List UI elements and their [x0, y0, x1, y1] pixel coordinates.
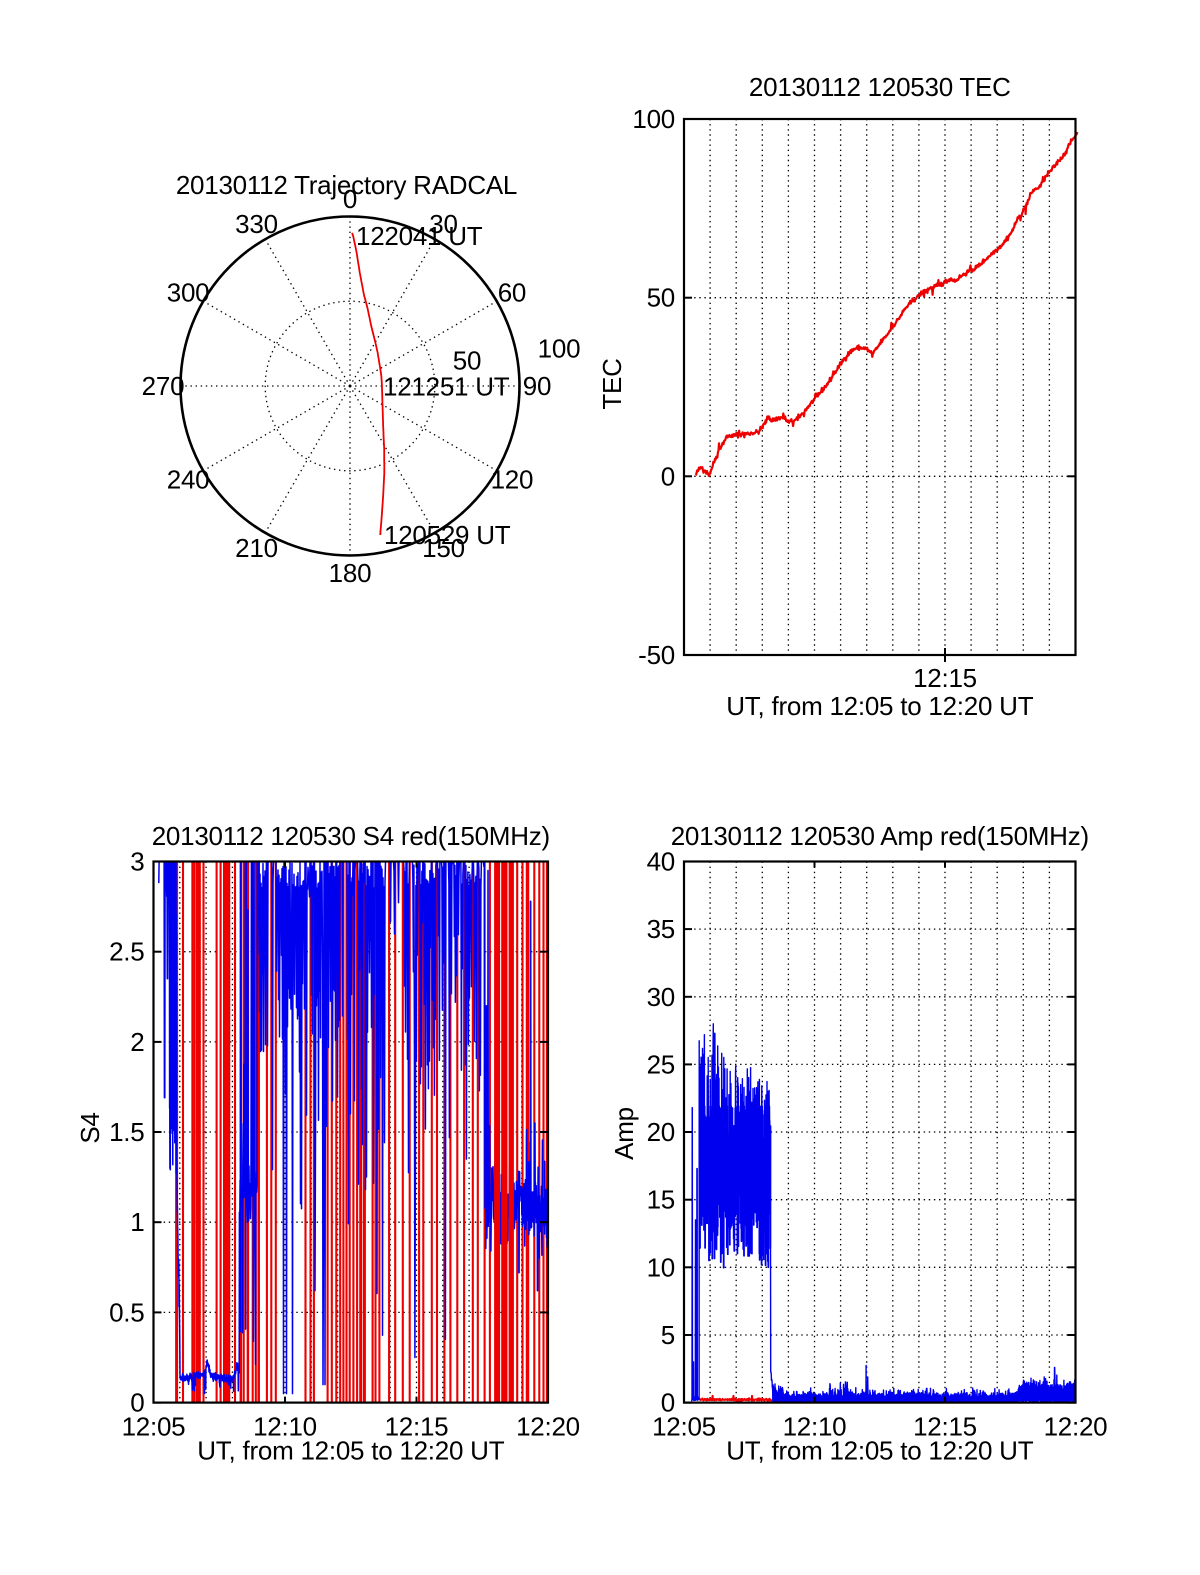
svg-text:12:20: 12:20	[1044, 1412, 1108, 1442]
svg-text:120: 120	[491, 465, 534, 495]
svg-text:120529 UT: 120529 UT	[384, 520, 511, 550]
svg-text:20130112 Trajectory RADCAL: 20130112 Trajectory RADCAL	[176, 170, 517, 200]
svg-text:12:05: 12:05	[652, 1412, 716, 1442]
svg-text:12:15: 12:15	[913, 1412, 977, 1442]
svg-text:25: 25	[647, 1049, 675, 1079]
svg-text:20: 20	[647, 1117, 675, 1147]
svg-text:3: 3	[130, 847, 144, 877]
svg-text:1: 1	[130, 1207, 144, 1237]
svg-text:150: 150	[422, 533, 465, 563]
svg-text:121251 UT: 121251 UT	[383, 372, 510, 402]
svg-text:12:15: 12:15	[385, 1412, 449, 1442]
svg-text:180: 180	[329, 558, 372, 588]
svg-text:12:20: 12:20	[516, 1412, 580, 1442]
svg-text:12:15: 12:15	[913, 663, 977, 693]
svg-text:10: 10	[647, 1252, 675, 1282]
svg-text:20130112 120530 TEC: 20130112 120530 TEC	[749, 72, 1011, 102]
svg-text:50: 50	[453, 346, 481, 376]
svg-text:270: 270	[142, 371, 185, 401]
svg-text:330: 330	[235, 209, 278, 239]
svg-text:2: 2	[130, 1027, 144, 1057]
svg-text:12:05: 12:05	[122, 1412, 186, 1442]
svg-text:1.5: 1.5	[109, 1117, 144, 1147]
svg-text:15: 15	[647, 1185, 675, 1215]
svg-text:UT, from 12:05 to 12:20 UT: UT, from 12:05 to 12:20 UT	[726, 1436, 1033, 1466]
svg-text:40: 40	[647, 847, 675, 877]
svg-text:2.5: 2.5	[109, 937, 144, 967]
svg-text:100: 100	[538, 334, 581, 364]
svg-text:30: 30	[429, 209, 457, 239]
svg-text:210: 210	[235, 533, 278, 563]
svg-text:12:10: 12:10	[783, 1412, 847, 1442]
svg-text:-50: -50	[638, 640, 675, 670]
svg-text:0: 0	[130, 1388, 144, 1418]
svg-text:S4: S4	[75, 1112, 105, 1143]
svg-text:UT, from 12:05 to 12:20 UT: UT, from 12:05 to 12:20 UT	[197, 1436, 504, 1466]
svg-text:35: 35	[647, 914, 675, 944]
svg-text:100: 100	[632, 104, 675, 134]
svg-text:0: 0	[343, 184, 357, 214]
svg-text:5: 5	[661, 1320, 675, 1350]
svg-text:20130112 120530 S4 red(150MHz): 20130112 120530 S4 red(150MHz)	[152, 821, 550, 851]
svg-text:0: 0	[661, 461, 675, 491]
svg-text:30: 30	[647, 982, 675, 1012]
svg-text:90: 90	[523, 371, 551, 401]
svg-text:50: 50	[647, 283, 675, 313]
svg-text:60: 60	[498, 278, 526, 308]
svg-text:UT, from 12:05 to 12:20 UT: UT, from 12:05 to 12:20 UT	[726, 691, 1033, 721]
svg-text:20130112 120530 Amp red(150MHz: 20130112 120530 Amp red(150MHz)	[671, 821, 1089, 851]
svg-text:240: 240	[167, 465, 210, 495]
svg-text:12:10: 12:10	[253, 1412, 317, 1442]
svg-text:0.5: 0.5	[109, 1297, 144, 1327]
svg-text:300: 300	[167, 278, 210, 308]
svg-text:Amp: Amp	[609, 1107, 639, 1160]
svg-text:0: 0	[661, 1388, 675, 1418]
svg-text:122041 UT: 122041 UT	[356, 221, 483, 251]
svg-text:TEC: TEC	[597, 358, 627, 409]
